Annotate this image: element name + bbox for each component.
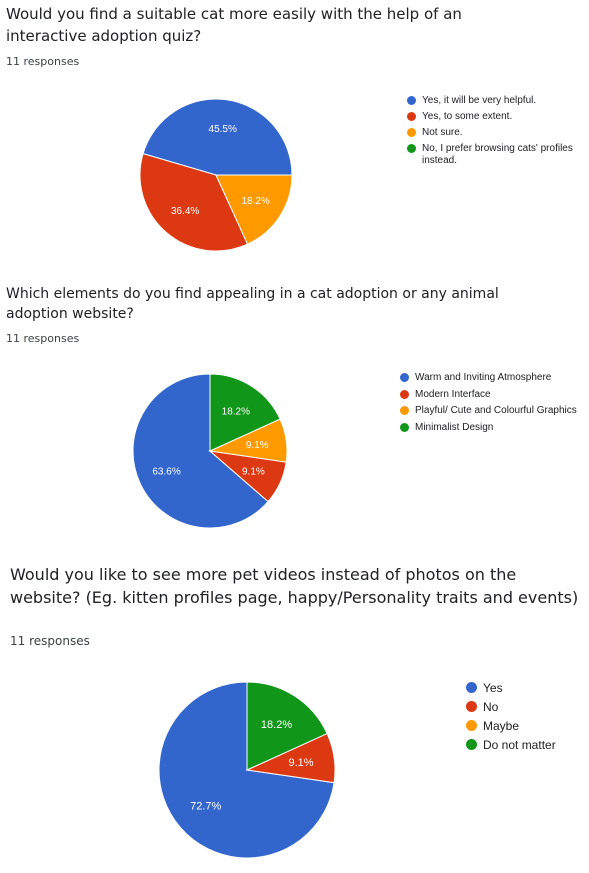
pie-slice-warm-and-inviting-atmosphere <box>132 373 269 529</box>
question-2-responses: 11 responses <box>6 332 80 345</box>
legend-label: Minimalist Design <box>415 421 494 433</box>
pie-slice-label: 9.1% <box>242 466 265 477</box>
legend-swatch <box>400 406 409 415</box>
pie-slice-label: 63.6% <box>152 466 180 477</box>
legend-swatch <box>400 389 409 399</box>
legend-swatch <box>400 373 409 382</box>
pie-slice-not-sure <box>215 174 293 245</box>
legend-label: Not sure. <box>422 127 463 138</box>
legend-item-no-i-prefer-browsing-cats-profiles-instead: No, I prefer browsing cats' profiles ins… <box>407 143 587 167</box>
legend-swatch <box>407 144 416 153</box>
pie-slice-label: 36.4% <box>171 206 199 217</box>
question-3-responses: 11 responses <box>10 634 90 648</box>
legend-swatch <box>407 128 416 137</box>
legend-swatch <box>407 112 416 121</box>
legend-swatch <box>466 701 477 712</box>
legend-label: Yes, it will be very helpful. <box>422 95 537 106</box>
legend-label: Yes <box>483 681 503 695</box>
legend-label: Yes, to some extent. <box>422 111 513 122</box>
legend-swatch <box>466 682 477 693</box>
question-1-title: Would you find a suitable cat more easil… <box>6 5 462 45</box>
legend-item-warm-and-inviting-atmosphere: Warm and Inviting Atmosphere <box>400 372 589 384</box>
pie-slice-label: 9.1% <box>246 440 269 451</box>
pie-slice-yes-to-some-extent <box>139 152 249 252</box>
legend-item-do-not-matter: Do not matter <box>466 738 586 752</box>
question-1-legend: Yes, it will be very helpful. Yes, to som… <box>407 95 587 171</box>
pie-slice-label: 18.2% <box>261 719 292 731</box>
legend-swatch <box>407 96 416 105</box>
legend-item-playful-cute-and-colourful-graphics: Playful/ Cute and Colourful Graphics <box>400 405 589 417</box>
legend-label: Maybe <box>483 719 520 733</box>
legend-item-minimalist-design: Minimalist Design <box>400 422 589 434</box>
legend-label: Modern Interface <box>415 388 491 400</box>
question-1-responses: 11 responses <box>6 55 80 68</box>
pie-slice-label: 9.1% <box>288 757 313 769</box>
legend-swatch <box>400 422 409 432</box>
legend-swatch <box>466 739 477 750</box>
legend-label: Playful/ Cute and Colourful Graphics <box>415 405 577 416</box>
legend-item-no: No <box>466 700 586 714</box>
pie-slice-do-not-matter <box>246 681 328 771</box>
legend-item-yes: Yes <box>466 681 586 695</box>
legend-label: Do not matter <box>483 738 556 752</box>
pie-slice-label: 45.5% <box>209 124 237 135</box>
legend-item-not-sure: Not sure. <box>407 127 587 139</box>
pie-slice-yes-it-will-be-very-helpful <box>142 98 293 176</box>
legend-swatch <box>466 720 477 731</box>
pie-slice-label: 18.2% <box>241 196 269 207</box>
question-2-title: Which elements do you find appealing in … <box>6 286 499 323</box>
pie-slice-label: 72.7% <box>190 801 221 813</box>
pie-slice-label: 18.2% <box>222 406 250 417</box>
legend-label: No <box>483 700 499 714</box>
legend-item-modern-interface: Modern Interface <box>400 389 589 401</box>
legend-item-yes-to-some-extent: Yes, to some extent. <box>407 111 587 123</box>
pie-slice-minimalist-design <box>209 373 281 452</box>
legend-label: Warm and Inviting Atmosphere <box>415 372 552 383</box>
legend-label: No, I prefer browsing cats' profiles ins… <box>422 143 573 166</box>
legend-item-maybe: Maybe <box>466 719 586 733</box>
legend-item-yes-it-will-be-very-helpful: Yes, it will be very helpful. <box>407 95 587 107</box>
question-3-title: Would you like to see more pet videos in… <box>10 565 579 608</box>
question-2-legend: Warm and Inviting Atmosphere Modern Inter… <box>400 372 589 438</box>
question-3-legend: Yes No Maybe Do not matter <box>466 681 586 757</box>
